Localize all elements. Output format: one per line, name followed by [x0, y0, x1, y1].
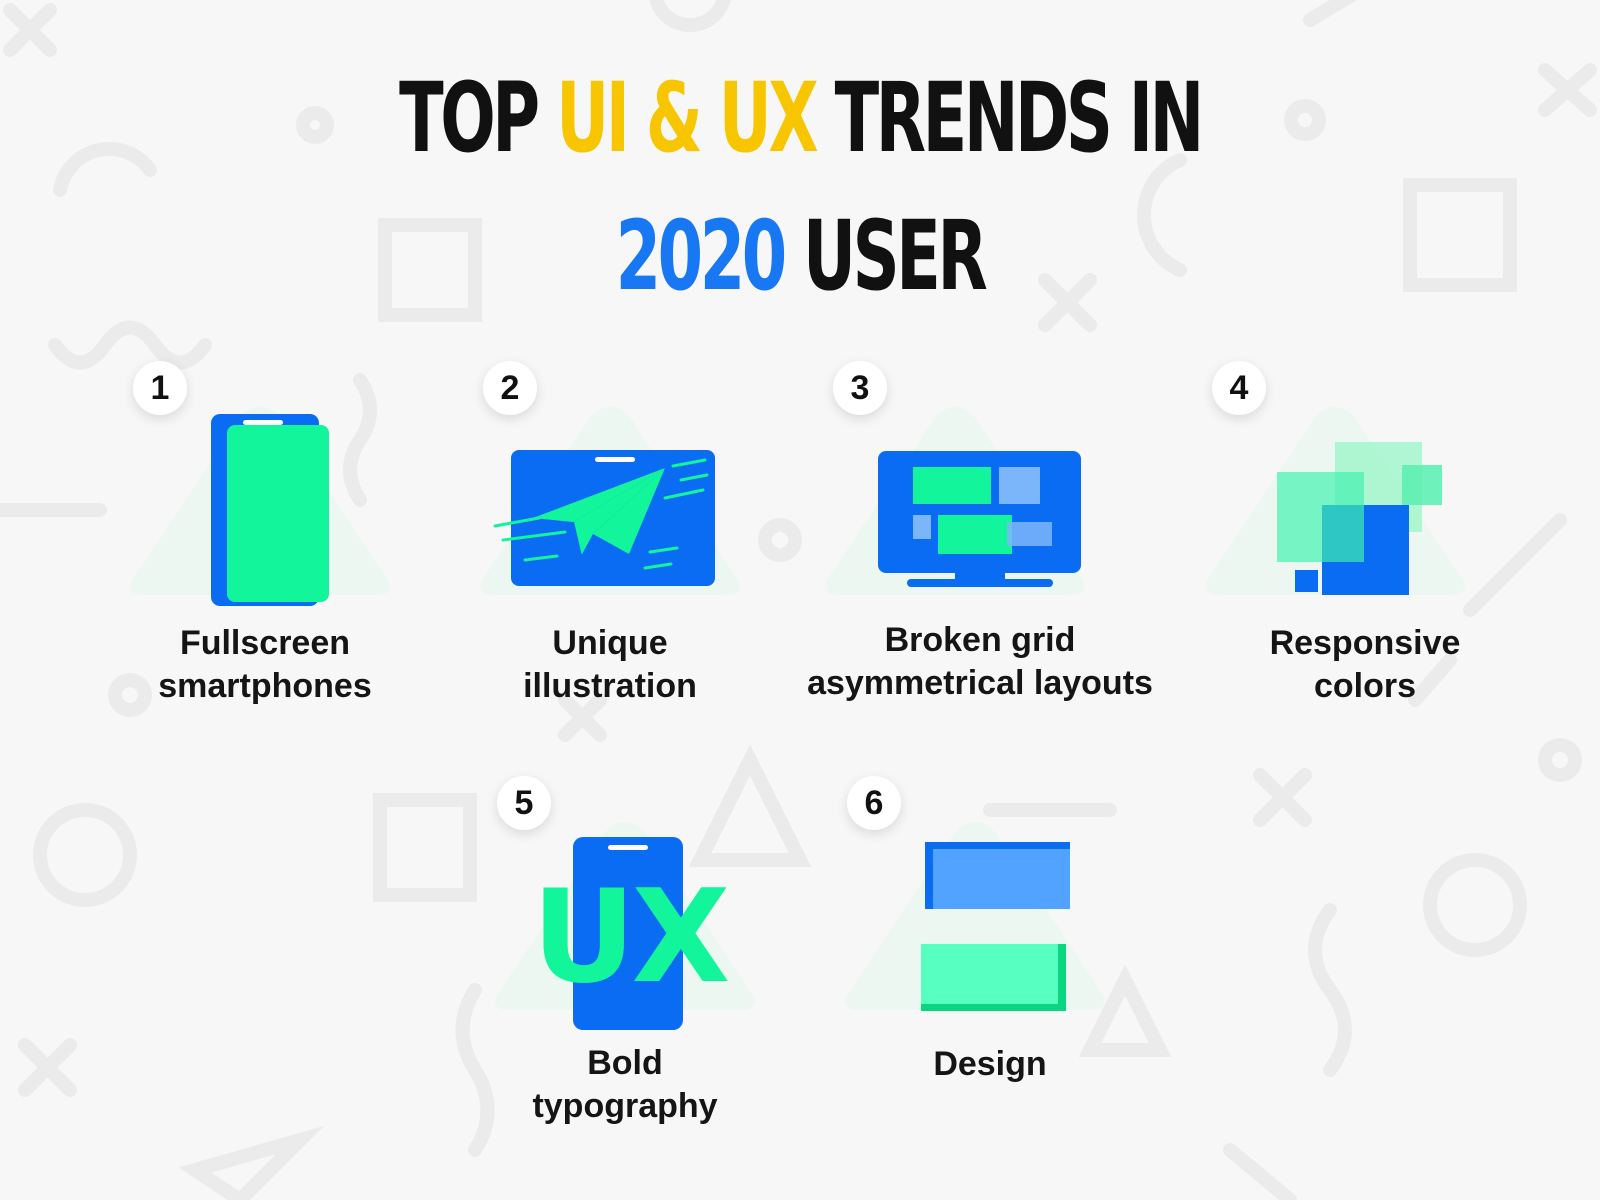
ux-phone-icon-text: UX	[532, 863, 729, 1012]
trend-3-label: Broken grid asymmetrical layouts	[775, 619, 1185, 705]
title-word-top: TOP	[399, 62, 557, 174]
trend-1-label-line-1: Fullscreen	[179, 624, 351, 662]
trend-6-label-line-1: Design	[933, 1045, 1047, 1083]
trend-1-label: Fullscreen smartphones	[135, 622, 395, 708]
title-word-ui-ux: UI & UX	[556, 62, 819, 174]
trend-2-number-badge: 2	[483, 361, 537, 415]
trend-2-label-line-2: illustration	[523, 667, 697, 705]
trend-3-label-line-2: asymmetrical layouts	[807, 664, 1153, 702]
trend-5-number-badge: 5	[497, 776, 551, 830]
smartphone-icon	[211, 414, 329, 606]
title-line-1: TOP UI & UX TRENDS IN	[256, 70, 1344, 166]
trend-3-number-badge: 3	[833, 361, 887, 415]
trend-3-label-line-1: Broken grid	[884, 621, 1076, 659]
title-word-2020: 2020	[615, 200, 787, 312]
trend-1-label-line-2: smartphones	[158, 667, 372, 705]
trend-5-label-line-1: Bold	[587, 1044, 663, 1082]
trend-4-label-line-1: Responsive	[1269, 624, 1461, 662]
ux-phone-icon: UX	[532, 837, 733, 1030]
trend-6-label: Design	[860, 1043, 1120, 1086]
trend-1-number-badge: 1	[133, 361, 187, 415]
stacked-cards-icon	[921, 842, 1070, 1011]
trend-5-label-line-2: typography	[532, 1087, 718, 1125]
trend-4-label-line-2: colors	[1313, 667, 1417, 705]
trend-2-label: Unique illustration	[480, 622, 740, 708]
trend-4-label: Responsive colors	[1230, 622, 1500, 708]
overlapping-squares-icon	[1277, 442, 1442, 595]
trend-4-number-badge: 4	[1212, 361, 1266, 415]
paper-plane-screen-icon	[493, 450, 715, 586]
title-line-2: 2020 USER	[256, 208, 1344, 304]
trend-5-label: Bold typography	[490, 1042, 760, 1128]
trend-6-number-badge: 6	[847, 776, 901, 830]
monitor-broken-grid-icon	[878, 451, 1081, 587]
title-word-trends-in: TRENDS IN	[815, 62, 1205, 174]
trend-2-label-line-1: Unique	[552, 624, 668, 662]
title-word-user: USER	[783, 200, 988, 312]
